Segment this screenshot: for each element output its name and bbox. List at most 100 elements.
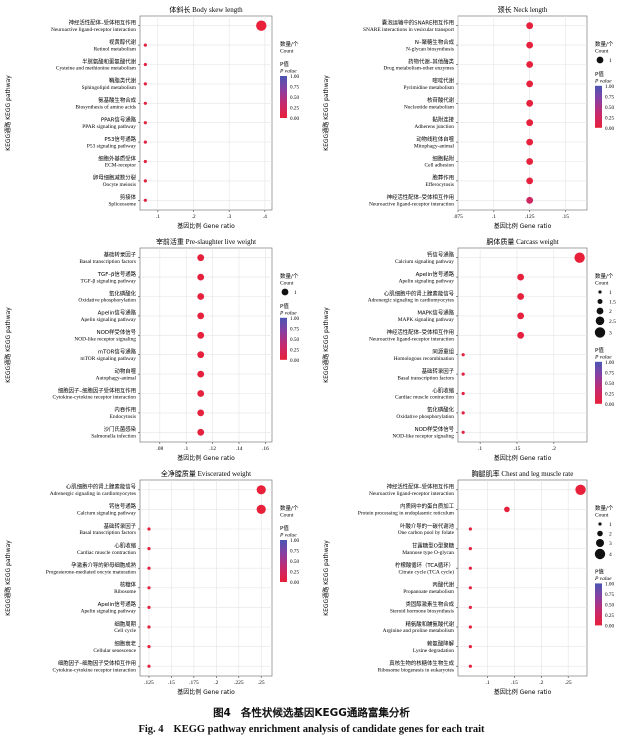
count-legend-dot (598, 522, 602, 526)
x-tick-label: .4 (263, 214, 267, 220)
figure-number-zh: 图4 (213, 707, 231, 719)
y-axis-label: KEGG通路 KEGG pathway (322, 75, 330, 151)
pvalue-tick-label: 0.25 (605, 115, 614, 121)
pvalue-tick-label: 0.75 (605, 370, 614, 376)
count-legend-title-en: Count (280, 281, 294, 287)
pvalue-tick-label: 0.50 (605, 381, 614, 387)
y-axis-label: KEGG通路 KEGG pathway (4, 540, 12, 616)
pathway-label-zh: 半胱氨酸和蛋氨酸代谢 (82, 57, 137, 65)
pathway-label-en: Adrenergic signaling in cardiomyocytes (368, 298, 454, 304)
pathway-label-en: Spliceosome (108, 202, 136, 208)
count-legend-dot (596, 307, 604, 315)
x-tick-label: .225 (234, 680, 244, 686)
pvalue-colorbar (595, 85, 602, 128)
data-point (143, 82, 147, 86)
count-legend-title-en: Count (280, 513, 294, 519)
x-tick-label: .16 (262, 446, 269, 452)
data-point (143, 198, 147, 202)
data-point (461, 411, 465, 415)
pathway-label-en: ECM-receptor (105, 163, 136, 169)
x-tick-label: .08 (156, 446, 163, 452)
pathway-label-zh: MAPK信号通路 (417, 309, 454, 317)
pathway-label-zh: 钙信号通路 (427, 251, 455, 259)
data-point (147, 527, 151, 531)
pathway-label-zh: PPAR信号通路 (101, 116, 137, 124)
count-legend-title-en: Count (595, 513, 609, 519)
pathway-label-zh: NOD样受体信号 (97, 328, 137, 336)
chart-title: 颈长 Neck length (498, 5, 548, 14)
count-legend-dot (597, 530, 603, 537)
data-point (197, 254, 205, 262)
x-tick-label: .175 (189, 680, 199, 686)
count-legend-value: 1 (609, 290, 612, 296)
count-legend-title-zh: 数量/个 (280, 40, 299, 48)
figure-number-en: Fig. 4 (138, 724, 164, 735)
data-point (526, 61, 534, 68)
pathway-label-en: P53 signaling pathway (87, 143, 136, 149)
pathway-label-zh: 基础转录因子 (422, 367, 455, 375)
pathway-label-zh: 内吞作用 (114, 406, 136, 414)
x-tick-label: .1 (156, 214, 160, 220)
y-axis-label: KEGG通路 KEGG pathway (4, 307, 12, 383)
pathway-label-en: Autophagy-animal (96, 375, 137, 381)
pvalue-colorbar (595, 583, 602, 626)
x-tick-label: .15 (511, 680, 518, 686)
pathway-label-en: mTOR signaling pathway (80, 356, 136, 362)
data-point (147, 586, 151, 590)
pvalue-colorbar (595, 361, 602, 404)
pathway-label-en: Neuroactive ligand-receptor interaction (369, 202, 454, 208)
count-legend-value: 1 (609, 522, 612, 528)
pathway-label-en: Neuroactive ligand-receptor interaction (369, 337, 454, 343)
data-point (143, 101, 147, 105)
y-axis-label: KEGG通路 KEGG pathway (4, 75, 12, 151)
count-legend-title-zh: 数量/个 (280, 504, 299, 512)
pathway-label-zh: 类固醇激素生物合成 (405, 600, 454, 608)
x-axis-label: 基因比例 Gene ratio (494, 688, 552, 696)
x-tick-label: .25 (258, 680, 265, 686)
data-point (526, 196, 534, 204)
data-point (468, 625, 472, 629)
data-point (575, 484, 586, 495)
kegg-enrichment-figure: 体斜长 Body skew length .1 .2 .3 .4 神经活性配体–受体相互作… (4, 5, 616, 696)
data-point (526, 22, 534, 30)
pathway-label-zh: N–聚糖生物合成 (415, 38, 455, 46)
pathway-label-en: SNARE interactions in vesicular transpor… (363, 27, 455, 33)
pvalue-tick-label: 0.00 (290, 116, 299, 122)
pathway-label-en: Adherens junction (414, 124, 454, 130)
data-point (197, 312, 205, 320)
pathway-label-en: Retinol metabolism (94, 46, 137, 52)
pvalue-tick-label: 0.00 (605, 126, 614, 132)
figure-title-zh: 各性状候选基因KEGG通路富集分析 (240, 707, 410, 719)
data-point (468, 547, 472, 551)
pathway-label-zh: 细胞因子–细胞因子受体相互作用 (58, 659, 136, 667)
pathway-label-zh: 氧化磷酸化 (109, 289, 137, 297)
data-point (147, 664, 151, 668)
pathway-label-en: Pyrimidine metabolism (404, 85, 455, 91)
data-point (526, 138, 534, 146)
pathway-label-zh: 神经活性配体–受体相互作用 (387, 328, 454, 336)
x-axis-label: 基因比例 Gene ratio (494, 222, 552, 230)
pathway-label-zh: 心肌收缩 (432, 386, 454, 394)
pvalue-tick-label: 0.50 (290, 95, 299, 101)
x-axis-label: 基因比例 Gene ratio (494, 454, 552, 462)
pathway-label-en: Cardiac muscle contraction (395, 395, 454, 401)
pathway-label-zh: 黏附连接 (432, 116, 454, 124)
count-legend-dot (594, 327, 606, 338)
pathway-label-zh: mTOR信号通路 (98, 348, 137, 356)
data-point (143, 43, 147, 47)
pvalue-tick-label: 0.50 (290, 337, 299, 343)
pathway-label-zh: 嘧啶代谢 (432, 77, 454, 85)
pathway-label-en: Homologous recombination (394, 356, 455, 362)
data-point (197, 390, 205, 397)
pvalue-legend-title-en: P value (594, 576, 612, 582)
data-point (461, 372, 465, 376)
count-legend-value: 2 (609, 532, 612, 538)
pathway-label-zh: 动物自噬 (114, 367, 136, 375)
count-legend-title-zh: 数量/个 (280, 272, 299, 280)
pathway-label-zh: Apelin信号通路 (98, 309, 137, 317)
pathway-label-en: Cell cycle (114, 628, 136, 634)
